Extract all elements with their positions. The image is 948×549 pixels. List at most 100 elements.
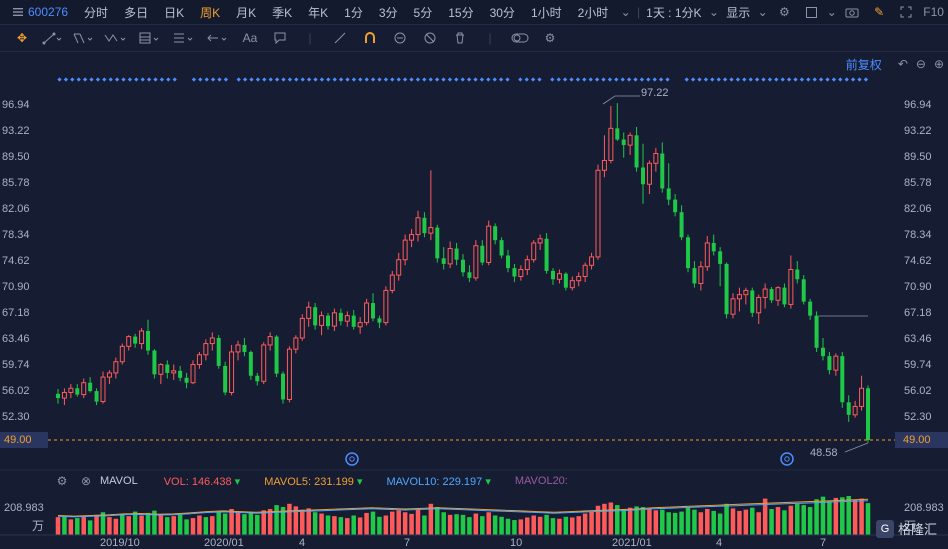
candle[interactable]: [75, 384, 80, 397]
volume-bar[interactable]: [698, 512, 704, 535]
candle[interactable]: [461, 254, 465, 277]
volume-bar[interactable]: [107, 517, 112, 535]
fullscreen-icon[interactable]: [899, 4, 914, 20]
volume-bar[interactable]: [370, 511, 376, 535]
comment-icon[interactable]: [270, 28, 290, 48]
volume-bar[interactable]: [627, 507, 633, 535]
candle[interactable]: [551, 268, 555, 285]
candle[interactable]: [209, 332, 215, 351]
volume-bar[interactable]: [602, 503, 607, 535]
candle[interactable]: [827, 351, 832, 375]
event-dot[interactable]: [409, 77, 414, 82]
volume-bar[interactable]: [255, 514, 260, 535]
event-dot[interactable]: [364, 77, 369, 82]
event-dot[interactable]: [710, 77, 715, 82]
candle[interactable]: [119, 343, 125, 365]
volume-bar[interactable]: [570, 517, 575, 535]
event-dot[interactable]: [89, 77, 94, 82]
channel-tool-icon[interactable]: [72, 28, 94, 48]
volume-bar[interactable]: [325, 515, 331, 536]
zoom-in-icon[interactable]: ⊕: [933, 57, 944, 71]
candle[interactable]: [795, 261, 800, 284]
volume-bar[interactable]: [345, 518, 350, 535]
candle[interactable]: [621, 132, 626, 158]
event-dot[interactable]: [582, 77, 587, 82]
candle[interactable]: [281, 371, 285, 404]
candle[interactable]: [383, 286, 389, 326]
toggle-icon[interactable]: [510, 28, 530, 48]
event-dot[interactable]: [505, 77, 510, 82]
volume-bar[interactable]: [422, 515, 427, 536]
event-dot[interactable]: [172, 77, 177, 82]
candle[interactable]: [512, 263, 517, 283]
event-dot[interactable]: [479, 77, 485, 82]
volume-bar[interactable]: [505, 518, 511, 535]
volume-bar[interactable]: [197, 515, 202, 536]
event-dot[interactable]: [639, 77, 645, 82]
volume-bar[interactable]: [724, 503, 729, 535]
candle[interactable]: [447, 241, 453, 269]
volume-bar[interactable]: [795, 503, 800, 535]
volume-bar[interactable]: [840, 497, 845, 535]
volume-bar[interactable]: [415, 509, 421, 535]
event-dot[interactable]: [550, 77, 555, 82]
candle[interactable]: [441, 247, 446, 270]
indicator-name[interactable]: MAVOL: [100, 475, 138, 487]
event-dot[interactable]: [326, 77, 331, 82]
event-dot[interactable]: [236, 77, 241, 82]
candle[interactable]: [692, 261, 697, 288]
event-dot[interactable]: [447, 77, 453, 82]
candle[interactable]: [454, 242, 459, 266]
volume-bar[interactable]: [81, 516, 86, 535]
candle[interactable]: [331, 308, 337, 331]
event-dot[interactable]: [684, 77, 689, 82]
volume-bar[interactable]: [647, 509, 652, 535]
volume-bar[interactable]: [409, 513, 414, 535]
candle[interactable]: [113, 357, 119, 379]
event-dot[interactable]: [754, 77, 760, 82]
volume-bar[interactable]: [306, 508, 311, 535]
candle[interactable]: [711, 234, 716, 256]
candle[interactable]: [821, 337, 825, 361]
pencil-icon[interactable]: ✎: [874, 5, 885, 19]
candle[interactable]: [139, 328, 145, 350]
volume-bar[interactable]: [377, 516, 382, 535]
event-dot[interactable]: [428, 77, 433, 82]
event-dot[interactable]: [422, 77, 427, 82]
candle[interactable]: [673, 194, 678, 217]
volume-bar[interactable]: [184, 519, 189, 535]
volume-bar[interactable]: [177, 514, 183, 535]
magnet-icon[interactable]: [360, 28, 380, 48]
event-dot[interactable]: [274, 77, 280, 82]
candle[interactable]: [518, 265, 524, 281]
candle[interactable]: [582, 262, 588, 283]
candle[interactable]: [506, 249, 510, 273]
volume-bar[interactable]: [402, 512, 408, 535]
candle[interactable]: [422, 212, 427, 238]
volume-bar[interactable]: [666, 512, 671, 535]
event-dot[interactable]: [294, 77, 299, 82]
event-dot[interactable]: [518, 77, 523, 82]
volume-bar[interactable]: [120, 513, 125, 535]
tab-monthly-k[interactable]: 月K: [236, 5, 257, 20]
volume-bar[interactable]: [441, 512, 446, 535]
event-dot[interactable]: [486, 77, 491, 82]
candle[interactable]: [718, 247, 723, 287]
candle[interactable]: [261, 342, 267, 385]
volume-bar[interactable]: [139, 515, 144, 536]
zoom-out-icon[interactable]: ⊖: [915, 57, 926, 71]
volume-bar[interactable]: [267, 509, 273, 535]
event-dot[interactable]: [82, 77, 88, 82]
candle[interactable]: [428, 170, 434, 241]
candle[interactable]: [627, 132, 633, 155]
volume-bar[interactable]: [833, 497, 839, 535]
candle[interactable]: [724, 262, 729, 319]
candle[interactable]: [357, 317, 363, 334]
event-dot[interactable]: [255, 77, 261, 82]
volume-bar[interactable]: [435, 507, 440, 535]
chevron-down-icon[interactable]: ⌄: [620, 5, 631, 19]
event-dot[interactable]: [351, 77, 357, 82]
candle[interactable]: [61, 388, 67, 406]
event-dot[interactable]: [594, 77, 600, 82]
volume-bar[interactable]: [814, 499, 819, 535]
